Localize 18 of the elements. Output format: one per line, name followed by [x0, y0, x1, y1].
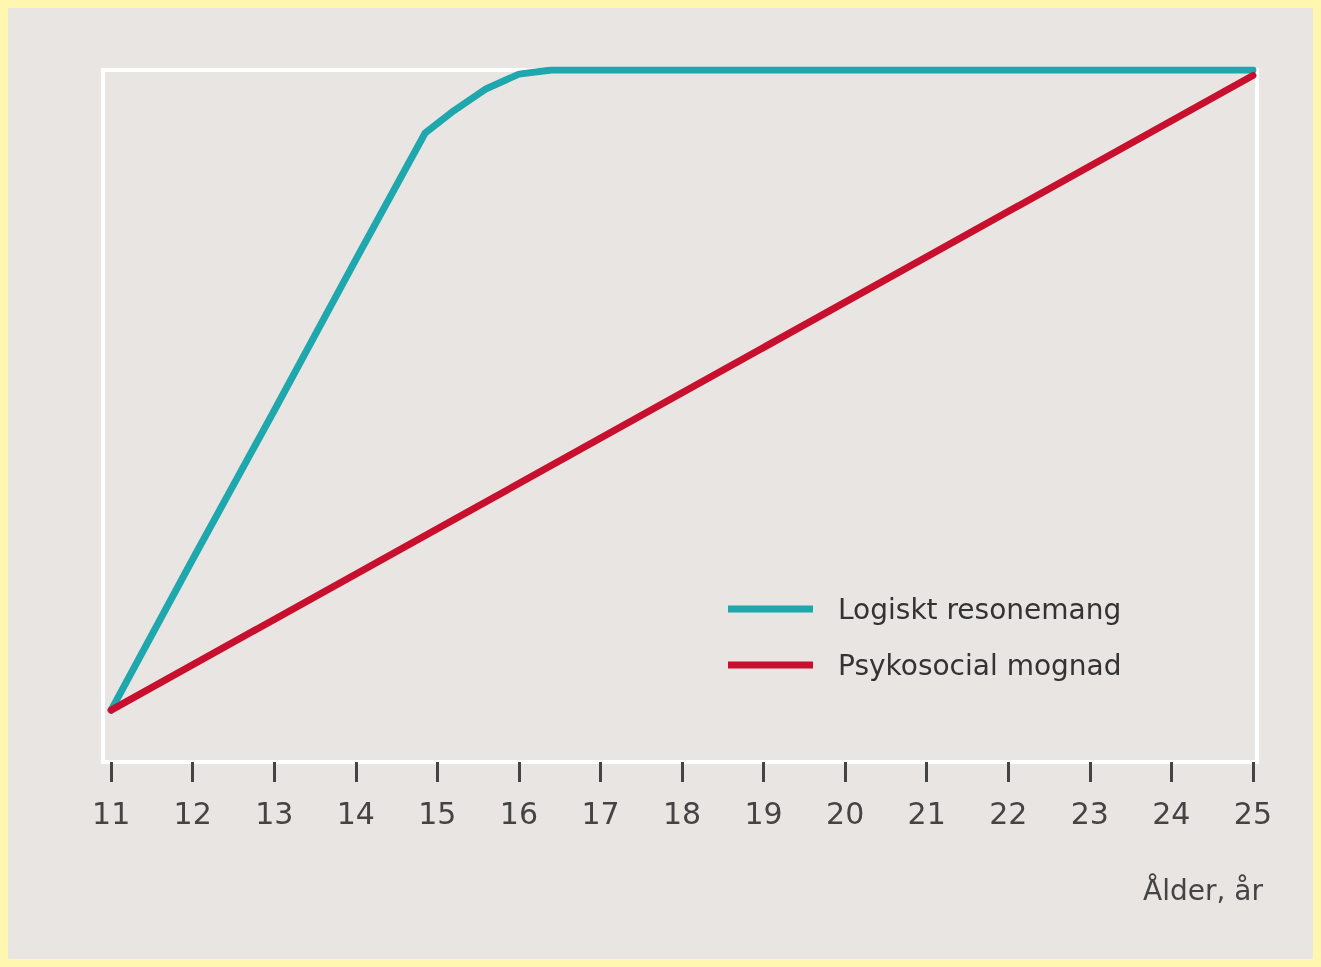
x-tick-label: 16 — [499, 795, 539, 831]
legend-label: Psykosocial mognad — [838, 648, 1122, 682]
legend-label: Logiskt resonemang — [838, 592, 1122, 626]
x-tick-label: 22 — [989, 795, 1028, 831]
x-tick-label: 21 — [907, 795, 946, 831]
x-tick-label: 20 — [826, 795, 865, 831]
x-tick-label: 23 — [1070, 795, 1109, 831]
x-tick-label: 24 — [1152, 795, 1191, 831]
x-axis-title: Ålder, år — [1143, 872, 1264, 907]
x-tick-label: 15 — [418, 795, 457, 831]
x-tick-label: 11 — [92, 795, 131, 831]
x-tick-label: 13 — [255, 795, 294, 831]
x-tick-label: 12 — [173, 795, 212, 831]
x-tick-label: 14 — [336, 795, 375, 831]
x-tick-label: 19 — [744, 795, 783, 831]
x-tick-label: 18 — [662, 795, 702, 831]
x-tick-label: 17 — [581, 795, 620, 831]
x-tick-label: 25 — [1233, 795, 1273, 831]
